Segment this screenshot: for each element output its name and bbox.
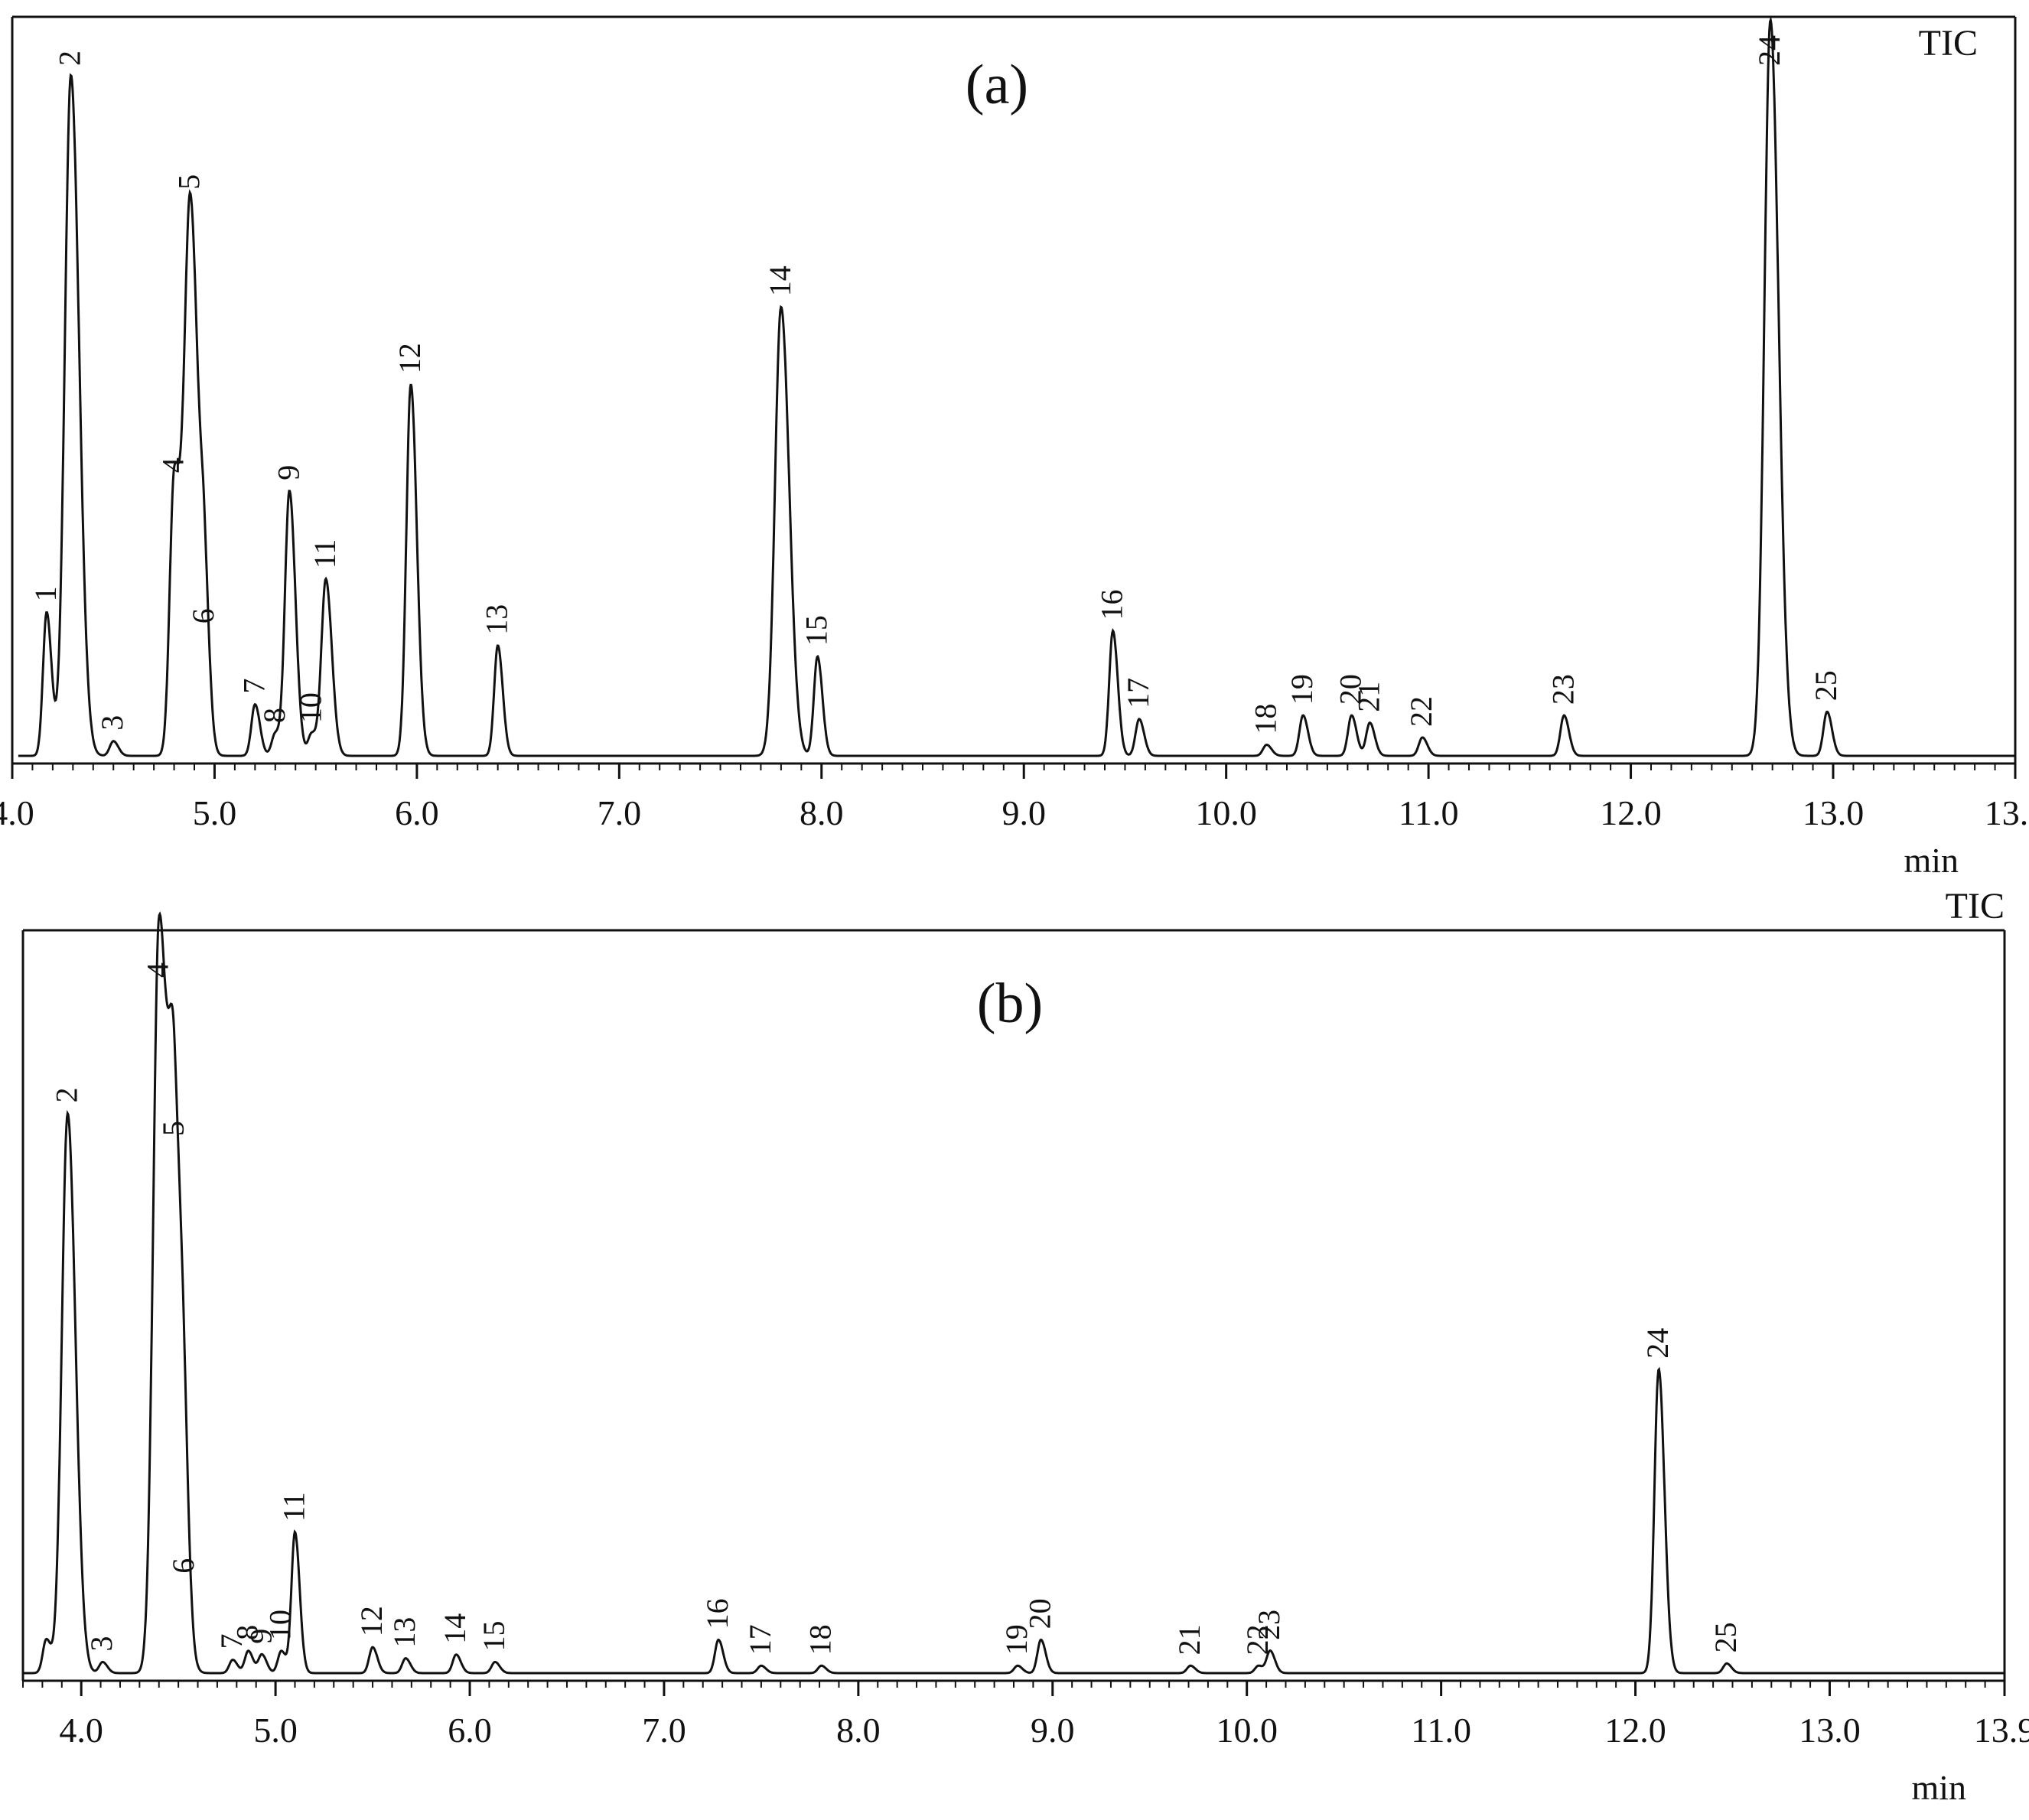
peak-label: 22: [1240, 1624, 1275, 1655]
peak-label: 21: [1172, 1624, 1207, 1655]
trace-label: TIC: [1919, 23, 1978, 63]
x-tick-label: 5.0: [253, 1711, 298, 1750]
peak-label: 9: [243, 1629, 278, 1644]
peak-label: 25: [1809, 670, 1843, 701]
peak-label: 4: [141, 962, 175, 978]
peak-label: 14: [763, 265, 797, 296]
x-axis-tick-labels: 4.0 5.0 6.0 7.0 8.0 9.0 10.0 11.0 12.0 13.0 13.9: [0, 793, 2029, 832]
tic-trace-b: [23, 911, 2005, 1675]
peak-label: 23: [1545, 674, 1580, 705]
peak-label: 10: [263, 1610, 298, 1640]
x-tick-label: 7.0: [642, 1711, 686, 1750]
x-axis-unit-label: min: [1904, 841, 1959, 880]
x-tick-label: 9.0: [1001, 793, 1046, 832]
x-tick-label: 6.0: [448, 1711, 492, 1750]
peak-label: 23: [1252, 1610, 1286, 1640]
peak-label: 13: [480, 604, 514, 635]
peak-label: 7: [214, 1634, 249, 1649]
peak-label: 10: [293, 692, 327, 723]
peak-label: 17: [1121, 678, 1155, 708]
peak-label: 15: [477, 1620, 511, 1651]
peak-label: 5: [172, 174, 207, 190]
peak-label: 21: [1351, 682, 1386, 712]
peak-label: 5: [156, 1121, 191, 1136]
x-axis-ticks: [22, 1681, 2006, 1696]
tic-trace-a: [18, 15, 2015, 757]
x-tick-label: 13.9: [1985, 793, 2029, 832]
peak-label: 6: [186, 608, 220, 623]
peak-label: 19: [999, 1624, 1034, 1655]
x-tick-label: 8.0: [800, 793, 844, 832]
peak-label: 24: [1752, 35, 1786, 66]
peak-label: 7: [236, 679, 271, 694]
peak-label: 24: [1640, 1328, 1675, 1359]
peak-label: 15: [799, 615, 833, 646]
x-axis-tick-labels: 4.0 5.0 6.0 7.0 8.0 9.0 10.0 11.0 12.0 13.0 13.9: [59, 1711, 2029, 1750]
x-axis-ticks: [11, 763, 2017, 779]
peak-label: 16: [700, 1598, 734, 1629]
x-axis-unit-label: min: [1911, 1768, 1966, 1807]
x-tick-label: 12.0: [1600, 793, 1662, 832]
x-tick-label: 13.0: [1799, 1711, 1861, 1750]
peak-label: 22: [1404, 696, 1438, 727]
x-tick-label: 10.0: [1195, 793, 1257, 832]
peak-label: 4: [156, 457, 191, 473]
peak-label: 9: [271, 465, 305, 480]
peak-label: 6: [166, 1558, 200, 1574]
x-tick-label: 4.0: [0, 793, 34, 832]
x-tick-label: 11.0: [1399, 793, 1459, 832]
peak-label: 18: [803, 1624, 838, 1655]
peak-label: 13: [387, 1617, 422, 1648]
peak-label: 3: [84, 1636, 119, 1651]
trace-label: TIC: [1946, 886, 2005, 926]
panel-title: (b): [977, 972, 1043, 1035]
peak-label: 19: [1285, 674, 1319, 705]
peak-label: 2: [49, 1087, 83, 1102]
peak-label: 16: [1095, 589, 1129, 620]
chromatogram-panel-a: (a) TIC min 4.05.06.07.08.09.010.011.012…: [0, 15, 2029, 880]
x-tick-label: 5.0: [193, 793, 237, 832]
x-tick-label: 13.0: [1803, 793, 1865, 832]
peak-label: 1: [28, 586, 63, 601]
peak-label: 11: [308, 539, 342, 569]
peak-label: 12: [392, 343, 427, 373]
peak-label: 8: [257, 708, 291, 723]
peak-label: 17: [743, 1624, 777, 1655]
peak-label: 12: [354, 1606, 389, 1636]
peak-label: 11: [276, 1492, 311, 1522]
peak-label: 20: [1334, 674, 1368, 705]
x-tick-label: 4.0: [59, 1711, 103, 1750]
panel-title: (a): [966, 54, 1028, 116]
chromatogram-panel-b: (b) TIC min 4.0 5.0 6.0 7.0 8.0 9.0 10.0 11.0 12…: [21, 886, 2029, 1807]
peak-label: 25: [1708, 1622, 1743, 1652]
x-tick-label: 10.0: [1216, 1711, 1278, 1750]
x-tick-label: 7.0: [598, 793, 642, 832]
x-tick-label: 8.0: [836, 1711, 881, 1750]
x-tick-label: 9.0: [1031, 1711, 1075, 1750]
x-tick-label: 13.9: [1974, 1711, 2029, 1750]
peak-label: 3: [95, 715, 129, 731]
peak-label: 2: [53, 50, 87, 66]
x-tick-label: 11.0: [1411, 1711, 1471, 1750]
x-tick-label: 6.0: [395, 793, 439, 832]
peak-label: 18: [1249, 704, 1283, 734]
peak-label: 20: [1023, 1598, 1057, 1629]
x-tick-label: 12.0: [1604, 1711, 1666, 1750]
peak-label: 14: [438, 1613, 472, 1644]
peak-label: 8: [230, 1625, 265, 1640]
